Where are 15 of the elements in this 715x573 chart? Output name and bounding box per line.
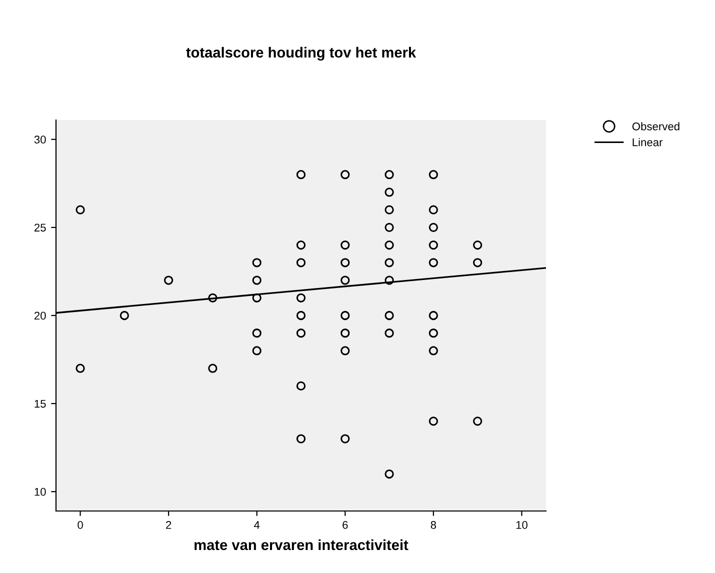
legend-label: Linear (632, 138, 663, 146)
x-tick-label: 4 (254, 521, 260, 529)
x-axis-title: mate van ervaren interactiviteit (194, 539, 408, 550)
y-tick-label: 20 (34, 312, 46, 320)
x-tick-label: 6 (342, 521, 348, 529)
y-tick-label: 30 (34, 136, 46, 144)
x-tick-label: 2 (166, 521, 172, 529)
x-tick-label: 8 (430, 521, 436, 529)
y-tick-label: 25 (34, 224, 46, 232)
x-tick-label: 0 (78, 521, 83, 529)
chart-title: totaalscore houding tov het merk (186, 46, 416, 61)
x-tick-label: 10 (516, 521, 528, 529)
legend-label: Observed (632, 122, 680, 130)
y-tick-label: 10 (34, 488, 46, 496)
y-tick-label: 15 (34, 400, 46, 408)
